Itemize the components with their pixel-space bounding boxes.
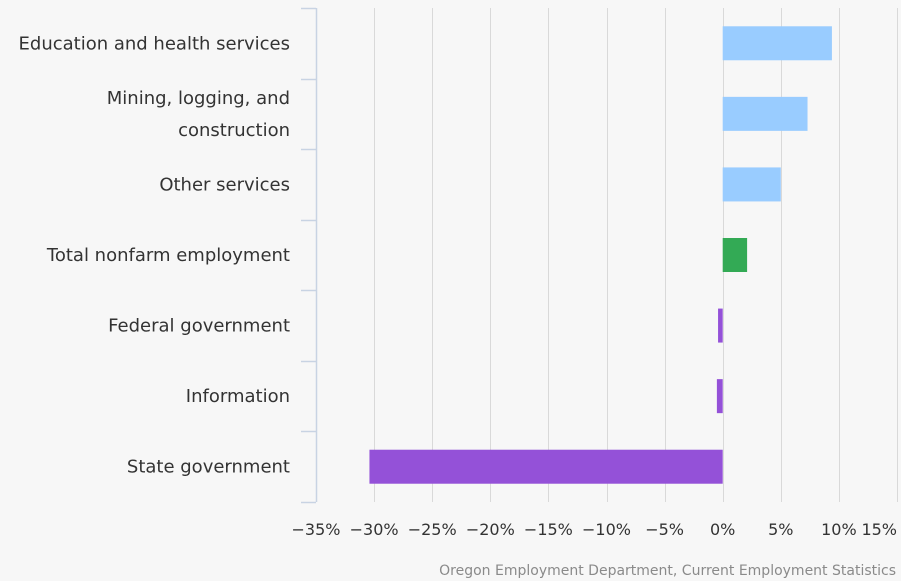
category-label: Mining, logging, and construction	[107, 88, 290, 141]
category-label-line: Other services	[159, 174, 290, 195]
category-label-line: construction	[178, 120, 290, 141]
x-tick-label: −35%	[292, 520, 341, 539]
category-label: Information	[186, 386, 290, 407]
category-label: State government	[127, 457, 290, 478]
bar-0[interactable]	[722, 26, 832, 61]
gridlines	[374, 8, 898, 502]
x-tick-label: 5%	[768, 520, 793, 539]
category-label: Federal government	[108, 316, 290, 337]
x-tick-label: −30%	[350, 520, 399, 539]
category-label: Other services	[159, 174, 290, 195]
chart-credit[interactable]: Oregon Employment Department, Current Em…	[439, 563, 896, 579]
category-label-line: Information	[186, 386, 290, 407]
category-label-line: Mining, logging, and	[107, 88, 290, 109]
x-tick-label: −15%	[524, 520, 573, 539]
category-label-line: Education and health services	[19, 33, 290, 54]
bar-4[interactable]	[718, 308, 723, 343]
bar-2[interactable]	[722, 167, 781, 202]
bar-5[interactable]	[716, 379, 723, 414]
x-axis-tick-labels: −35% −30% −25% −20% −15% −10% −5% 0% 5% 10% 15%	[292, 520, 897, 539]
bar-6[interactable]	[369, 449, 723, 484]
category-labels: Education and health services Mining, log…	[19, 33, 290, 477]
category-axis	[301, 7, 318, 504]
category-label-line: Total nonfarm employment	[46, 245, 290, 266]
x-tick-label: 0%	[710, 520, 735, 539]
bars	[369, 26, 832, 484]
x-tick-label: 15%	[861, 520, 897, 539]
x-tick-label: −10%	[582, 520, 631, 539]
x-tick-label: −25%	[408, 520, 457, 539]
category-label-line: State government	[127, 457, 290, 478]
x-tick-label: 10%	[821, 520, 857, 539]
bar-3[interactable]	[722, 238, 748, 272]
category-label: Total nonfarm employment	[46, 245, 290, 266]
category-label: Education and health services	[19, 33, 290, 54]
x-tick-label: −5%	[645, 520, 684, 539]
x-tick-label: −20%	[466, 520, 515, 539]
bar-1[interactable]	[722, 96, 808, 131]
category-label-line: Federal government	[108, 316, 290, 337]
